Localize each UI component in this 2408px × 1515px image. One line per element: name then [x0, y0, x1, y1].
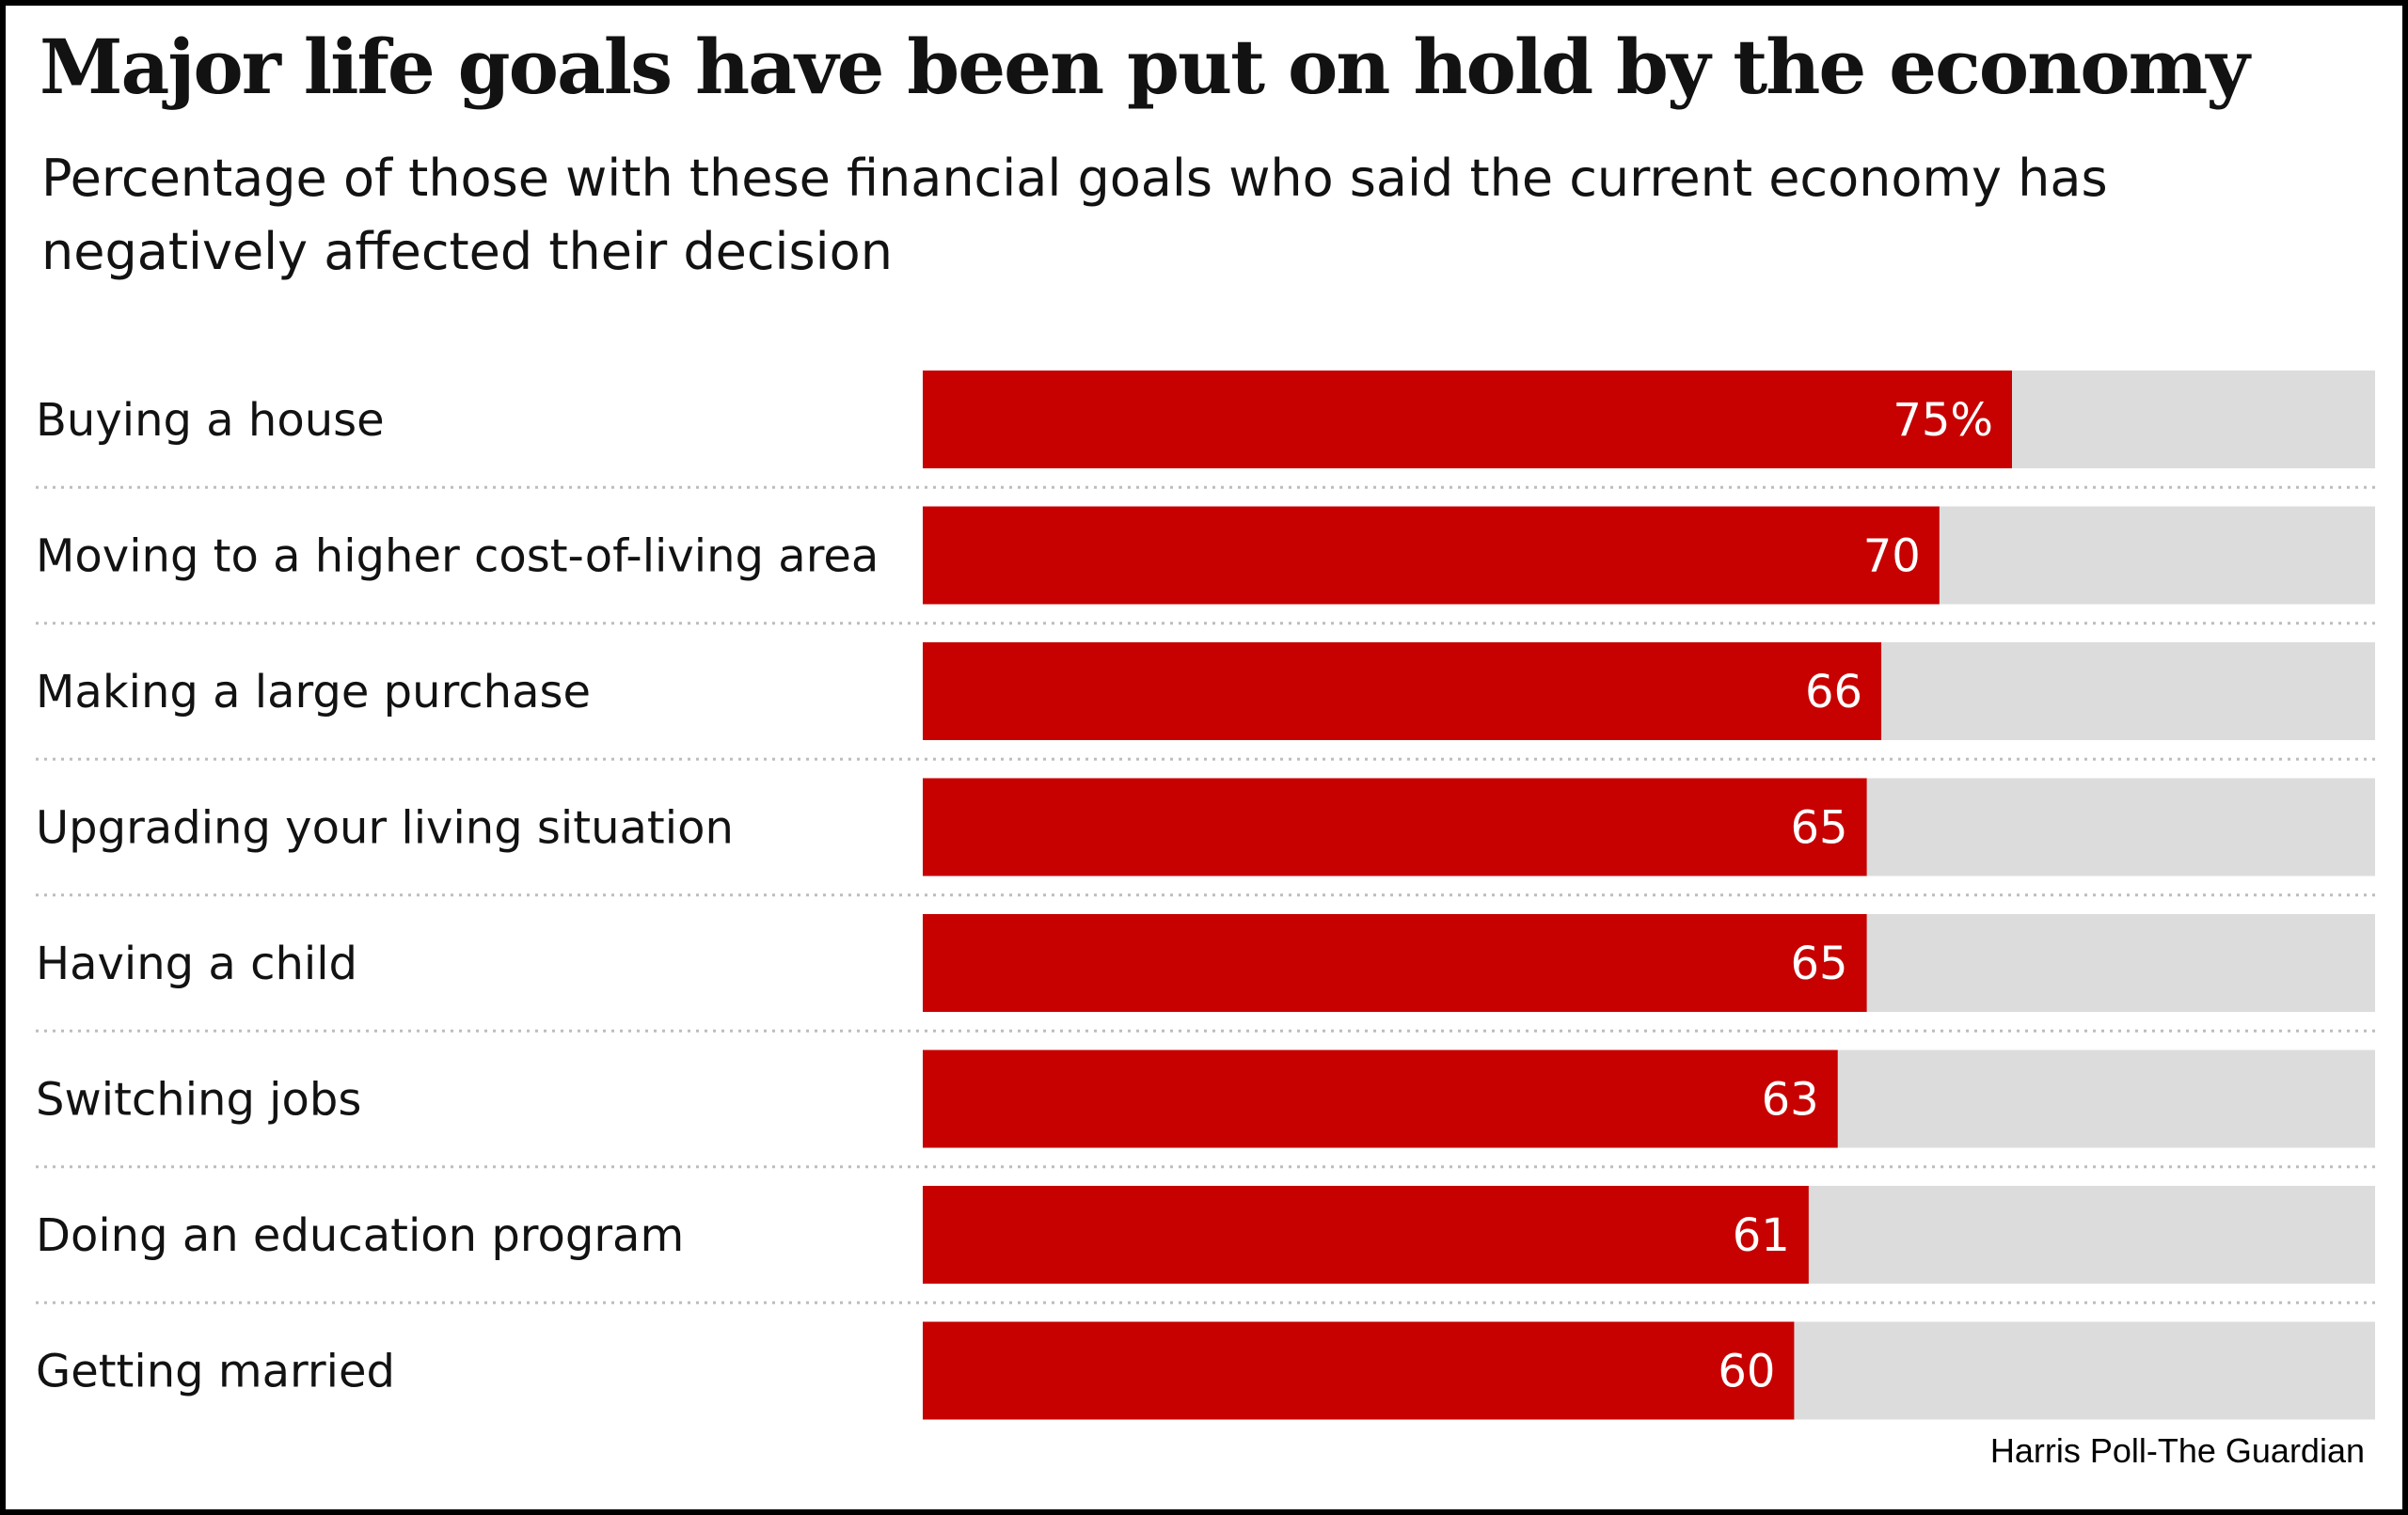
bar-value-label: 60: [1718, 1346, 1775, 1398]
category-label: Upgrading your living situation: [36, 802, 734, 855]
category-label: Getting married: [36, 1346, 395, 1398]
category-label: Making a large purchase: [36, 666, 591, 718]
bar-value-label: 65: [1791, 802, 1848, 855]
bar: [923, 1049, 1838, 1148]
bar: [923, 642, 1882, 740]
bar-value-label: 63: [1762, 1074, 1819, 1127]
category-label: Switching jobs: [36, 1074, 361, 1127]
category-label: Buying a house: [36, 394, 385, 447]
bar-value-label: 61: [1733, 1209, 1790, 1262]
category-label: Doing an education program: [36, 1209, 684, 1262]
bar-value-label: 70: [1863, 530, 1921, 583]
bar-value-label: 75%: [1893, 394, 1993, 447]
chart-title: Major life goals have been put on hold b…: [40, 23, 2250, 111]
source-credit: Harris Poll-The Guardian: [1989, 1431, 2365, 1470]
bar: [923, 506, 1940, 605]
category-label: Having a child: [36, 938, 357, 990]
bar: [923, 1321, 1795, 1420]
bar-chart: 75% Buying a house 70 Moving to a higher co…: [36, 371, 2375, 1420]
bar-value-label: 66: [1805, 666, 1862, 718]
bar: [923, 371, 2012, 468]
bar: [923, 914, 1867, 1012]
bar: [923, 778, 1867, 876]
bar-value-label: 65: [1791, 938, 1848, 990]
category-label: Moving to a higher cost-of-living area: [36, 530, 879, 583]
bar: [923, 1186, 1809, 1284]
chart-subtitle: Percentage of those with these financial…: [41, 149, 2108, 281]
